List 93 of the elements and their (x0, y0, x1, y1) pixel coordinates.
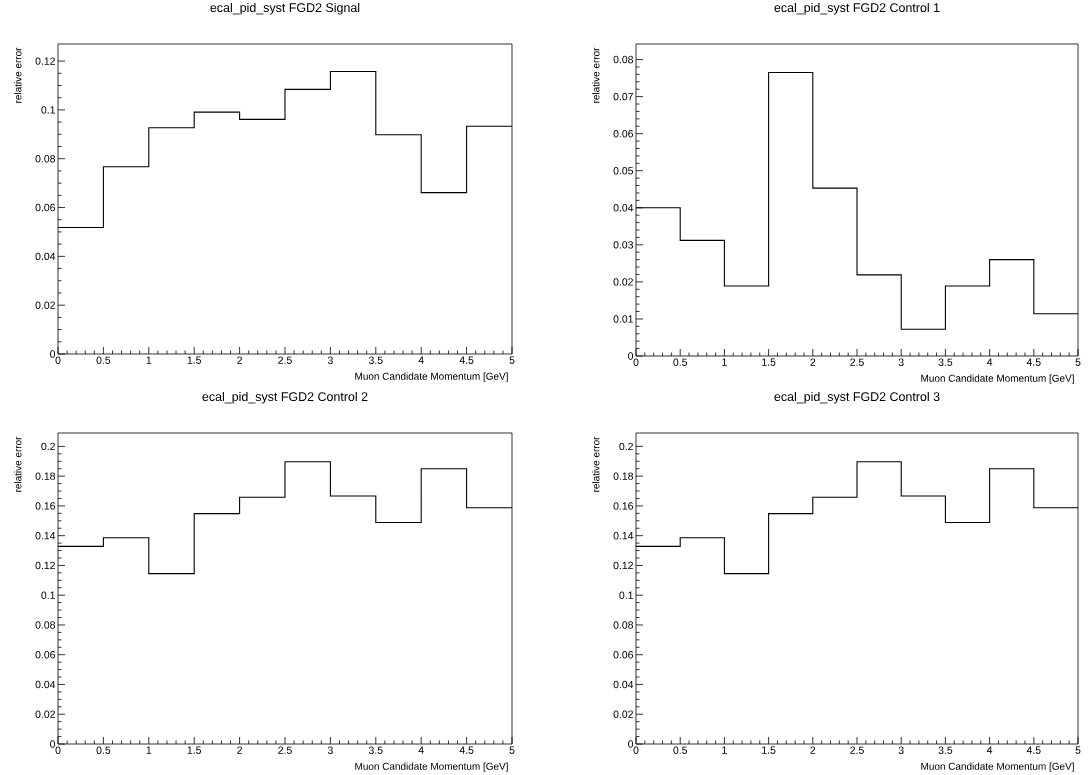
x-tick-label: 3.5 (368, 356, 383, 364)
x-tick-label: 5 (509, 356, 515, 364)
y-tick-label: 0.02 (35, 301, 55, 309)
x-tick-label: 5 (1075, 746, 1081, 754)
y-tick-label: 0.04 (35, 680, 56, 689)
x-tick-label: 1 (722, 358, 727, 366)
chart-title: ecal_pid_syst FGD2 Control 1 (774, 2, 940, 15)
y-tick-label: 0.04 (613, 204, 634, 212)
x-tick-label: 3 (327, 746, 333, 754)
y-tick-label: 0.02 (35, 710, 55, 718)
x-tick-label: 2.5 (850, 358, 864, 366)
x-tick-label: 3.5 (368, 746, 383, 754)
y-tick-label: 0.06 (35, 651, 56, 659)
y-tick-label: 0.06 (613, 651, 634, 659)
y-tick-label: 0 (628, 740, 634, 748)
x-tick-label: 0 (633, 746, 639, 754)
y-tick-label: 0.1 (41, 591, 55, 599)
y-axis-title: relative error (14, 47, 22, 103)
y-tick-label: 0.06 (35, 203, 56, 212)
x-tick-label: 0 (633, 358, 639, 366)
x-tick-label: 4 (986, 358, 993, 366)
y-tick-label: 0.14 (35, 531, 56, 540)
y-axis-title: relative error (592, 47, 600, 103)
y-tick-label: 0.1 (41, 106, 55, 114)
y-tick-label: 0.07 (613, 92, 633, 101)
x-tick-label: 1.5 (762, 358, 776, 366)
x-tick-label: 0 (55, 356, 61, 364)
x-tick-label: 5 (1075, 358, 1081, 366)
x-tick-label: 2.5 (278, 746, 292, 754)
x-tick-label: 0 (55, 746, 61, 754)
x-tick-label: 3 (898, 358, 904, 366)
x-tick-label: 4.5 (1026, 746, 1041, 754)
y-tick-label: 0.18 (35, 472, 56, 480)
x-tick-label: 3 (898, 746, 904, 754)
x-tick-label: 4 (418, 356, 424, 364)
y-tick-label: 0 (50, 350, 56, 358)
x-tick-label: 2 (810, 746, 816, 754)
x-tick-label: 3 (327, 356, 333, 364)
y-tick-label: 0.2 (619, 442, 633, 451)
chart-title: ecal_pid_syst FGD2 Control 3 (774, 391, 940, 404)
x-tick-label: 0.5 (673, 358, 688, 366)
x-axis-title: Muon Candidate Momentum [GeV] (921, 374, 1074, 384)
y-tick-label: 0.08 (35, 621, 56, 629)
x-tick-label: 2 (810, 358, 816, 366)
x-axis-title: Muon Candidate Momentum [GeV] (355, 762, 508, 772)
x-tick-label: 4 (986, 746, 993, 754)
y-tick-label: 0.02 (613, 710, 633, 718)
x-tick-label: 1 (146, 356, 152, 364)
x-tick-label: 2.5 (278, 356, 292, 364)
y-tick-label: 0.04 (613, 680, 634, 689)
x-axis-title: Muon Candidate Momentum [GeV] (921, 762, 1074, 772)
x-tick-label: 2 (237, 746, 242, 754)
x-tick-label: 1 (722, 746, 727, 754)
y-tick-label: 0.08 (613, 55, 634, 64)
y-axis-title: relative error (592, 436, 600, 492)
y-tick-label: 0.12 (613, 561, 633, 570)
x-tick-label: 1 (146, 746, 152, 754)
x-tick-label: 2.5 (850, 746, 864, 754)
y-tick-label: 0.16 (35, 502, 56, 510)
y-tick-label: 0.02 (613, 278, 633, 286)
x-tick-label: 0.5 (673, 746, 688, 754)
x-tick-label: 5 (509, 746, 515, 754)
x-tick-label: 3.5 (938, 358, 953, 366)
y-tick-label: 0.12 (35, 561, 55, 570)
y-tick-label: 0.05 (613, 167, 634, 175)
y-tick-label: 0.08 (35, 155, 56, 163)
y-tick-label: 0.03 (613, 241, 634, 249)
chart-title: ecal_pid_syst FGD2 Signal (210, 2, 360, 15)
x-tick-label: 1.5 (187, 356, 202, 364)
y-tick-label: 0.1 (619, 591, 633, 599)
y-tick-label: 0.16 (613, 502, 634, 510)
y-tick-label: 0.06 (613, 129, 634, 138)
y-tick-label: 0.12 (35, 57, 55, 65)
y-tick-label: 0.01 (613, 315, 633, 323)
chart-title: ecal_pid_syst FGD2 Control 2 (202, 391, 368, 404)
x-tick-label: 4.5 (459, 356, 474, 364)
y-tick-label: 0.18 (613, 472, 634, 480)
x-tick-label: 1.5 (762, 746, 776, 754)
y-tick-label: 0.14 (613, 531, 634, 540)
x-tick-label: 4.5 (459, 746, 474, 754)
y-axis-title: relative error (14, 436, 22, 492)
y-tick-label: 0.08 (613, 621, 634, 629)
x-tick-label: 4 (418, 746, 424, 754)
x-tick-label: 1.5 (187, 746, 202, 754)
y-tick-label: 0.04 (35, 252, 56, 261)
y-tick-label: 0.2 (41, 442, 55, 451)
x-axis-title: Muon Candidate Momentum [GeV] (355, 372, 508, 382)
y-tick-label: 0 (50, 740, 56, 748)
x-tick-label: 0.5 (96, 746, 111, 754)
x-tick-label: 2 (237, 356, 242, 364)
x-tick-label: 3.5 (938, 746, 953, 754)
x-tick-label: 0.5 (96, 356, 111, 364)
x-tick-label: 4.5 (1026, 358, 1041, 366)
